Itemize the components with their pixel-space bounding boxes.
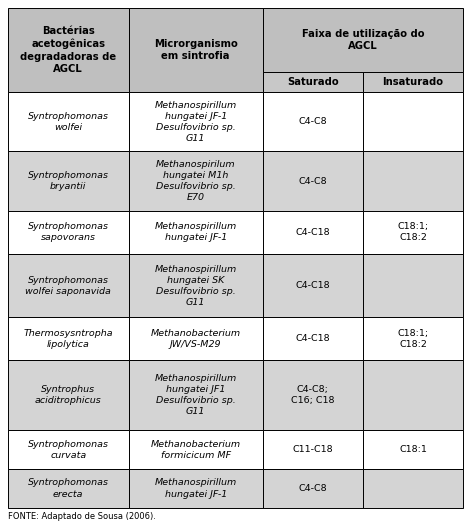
- Text: C4-C18: C4-C18: [295, 334, 330, 343]
- Bar: [263, 152, 363, 211]
- Text: Methanospirillum
hungatei JF-1
Desulfovibrio sp.
G11: Methanospirillum hungatei JF-1 Desulfovi…: [154, 101, 237, 143]
- Text: Bactérias
acetogênicas
degradadoras de
AGCL: Bactérias acetogênicas degradadoras de A…: [20, 26, 116, 74]
- Bar: [8, 92, 129, 152]
- Bar: [8, 469, 129, 508]
- Text: Syntrophus
aciditrophicus: Syntrophus aciditrophicus: [35, 385, 102, 405]
- Bar: [363, 254, 463, 317]
- Bar: [263, 72, 363, 92]
- Text: Microrganismo
em sintrofia: Microrganismo em sintrofia: [154, 39, 237, 61]
- Text: Methanospirillum
hungatei SK
Desulfovibrio sp.
G11: Methanospirillum hungatei SK Desulfovibr…: [154, 264, 237, 307]
- Bar: [129, 8, 263, 92]
- Text: Methanospirillum
hungatei JF-1: Methanospirillum hungatei JF-1: [154, 223, 237, 242]
- Bar: [363, 152, 463, 211]
- Bar: [263, 8, 463, 72]
- Text: FONTE: Adaptado de Sousa (2006).: FONTE: Adaptado de Sousa (2006).: [8, 512, 156, 521]
- Text: Methanospirillum
hungatei JF1
Desulfovibrio sp.
G11: Methanospirillum hungatei JF1 Desulfovib…: [154, 374, 237, 417]
- Bar: [263, 360, 363, 430]
- Bar: [363, 360, 463, 430]
- Bar: [129, 254, 263, 317]
- Text: C11-C18: C11-C18: [292, 445, 333, 454]
- Text: C18:1;
C18:2: C18:1; C18:2: [398, 329, 429, 349]
- Bar: [263, 317, 363, 360]
- Bar: [129, 152, 263, 211]
- Bar: [363, 469, 463, 508]
- Text: C4-C8: C4-C8: [299, 484, 327, 493]
- Bar: [263, 211, 363, 254]
- Text: Faixa de utilização do
AGCL: Faixa de utilização do AGCL: [301, 29, 424, 51]
- Text: C4-C8: C4-C8: [299, 117, 327, 126]
- Text: Syntrophomonas
wolfei: Syntrophomonas wolfei: [28, 112, 109, 132]
- Bar: [363, 92, 463, 152]
- Bar: [363, 430, 463, 469]
- Bar: [129, 360, 263, 430]
- Text: Syntrophomonas
sapovorans: Syntrophomonas sapovorans: [28, 223, 109, 242]
- Text: Methanospirillum
hungatei JF-1: Methanospirillum hungatei JF-1: [154, 479, 237, 499]
- Bar: [8, 152, 129, 211]
- Bar: [363, 317, 463, 360]
- Bar: [129, 92, 263, 152]
- Text: Insaturado: Insaturado: [382, 77, 444, 87]
- Text: Syntrophomonas
bryantii: Syntrophomonas bryantii: [28, 171, 109, 191]
- Bar: [8, 430, 129, 469]
- Bar: [129, 317, 263, 360]
- Bar: [8, 254, 129, 317]
- Bar: [8, 360, 129, 430]
- Text: Saturado: Saturado: [287, 77, 339, 87]
- Text: Syntrophomonas
erecta: Syntrophomonas erecta: [28, 479, 109, 499]
- Bar: [8, 8, 129, 92]
- Bar: [263, 92, 363, 152]
- Bar: [263, 254, 363, 317]
- Text: Syntrophomonas
curvata: Syntrophomonas curvata: [28, 439, 109, 460]
- Text: C4-C18: C4-C18: [295, 281, 330, 290]
- Bar: [363, 211, 463, 254]
- Bar: [363, 72, 463, 92]
- Text: C4-C8;
C16; C18: C4-C8; C16; C18: [291, 385, 334, 405]
- Text: C4-C8: C4-C8: [299, 176, 327, 186]
- Bar: [8, 211, 129, 254]
- Text: Methanobacterium
JW/VS-M29: Methanobacterium JW/VS-M29: [151, 329, 241, 349]
- Text: Syntrophomonas
wolfei saponavida: Syntrophomonas wolfei saponavida: [25, 276, 111, 296]
- Text: C18:1;
C18:2: C18:1; C18:2: [398, 223, 429, 242]
- Bar: [129, 469, 263, 508]
- Bar: [129, 211, 263, 254]
- Text: Methanospirilum
hungatei M1h
Desulfovibrio sp.
E70: Methanospirilum hungatei M1h Desulfovibr…: [156, 160, 236, 202]
- Bar: [129, 430, 263, 469]
- Bar: [8, 317, 129, 360]
- Bar: [263, 430, 363, 469]
- Bar: [263, 469, 363, 508]
- Text: Methanobacterium
formicicum MF: Methanobacterium formicicum MF: [151, 439, 241, 460]
- Text: C18:1: C18:1: [399, 445, 427, 454]
- Text: Thermosysntropha
lipolytica: Thermosysntropha lipolytica: [24, 329, 113, 349]
- Text: C4-C18: C4-C18: [295, 228, 330, 237]
